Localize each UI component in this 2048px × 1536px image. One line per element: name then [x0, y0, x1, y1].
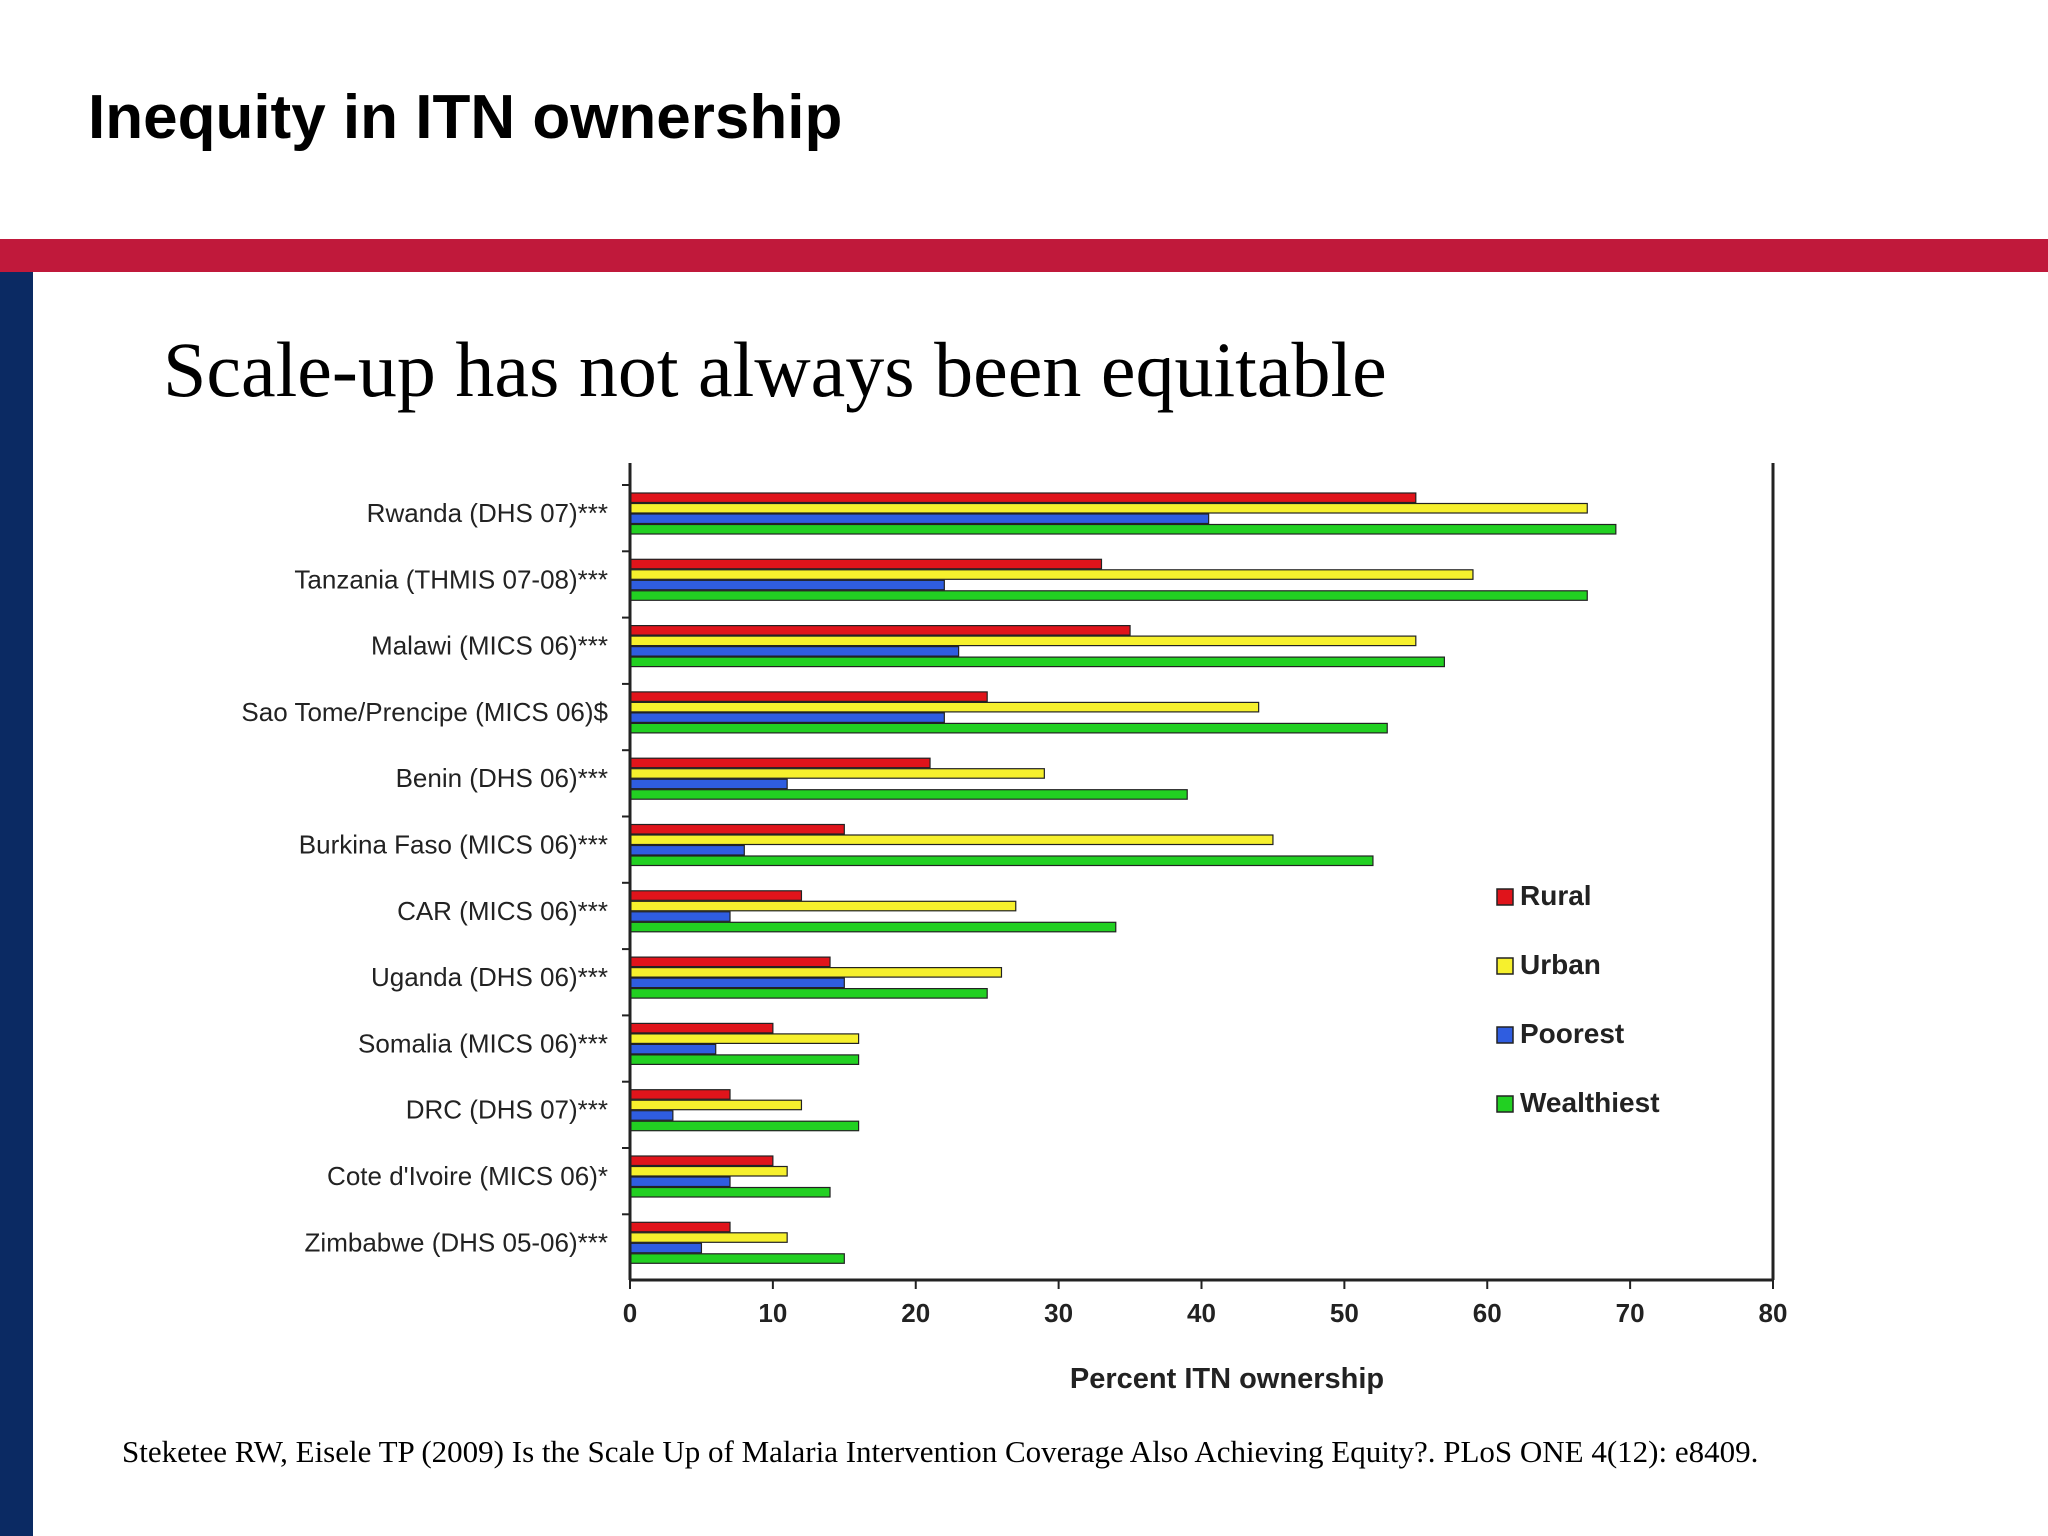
bar-wealthiest-6: [629, 921, 1117, 933]
x-tick-label: 50: [1330, 1298, 1359, 1328]
slide-title: Inequity in ITN ownership: [88, 83, 843, 152]
bar-poorest-6: [629, 911, 731, 922]
legend-swatch-wealthiest: [1496, 1095, 1514, 1113]
bar-urban-11: [629, 1232, 788, 1243]
bar-poorest-8: [629, 1043, 717, 1055]
bar-rural-4: [629, 757, 931, 769]
bar-poorest-5: [629, 844, 745, 856]
legend-label-wealthiest: Wealthiest: [1520, 1087, 1660, 1118]
bar-wealthiest-9: [629, 1120, 860, 1132]
category-label: Zimbabwe (DHS 05-06)***: [305, 1227, 608, 1257]
citation: Steketee RW, Eisele TP (2009) Is the Sca…: [122, 1434, 1759, 1469]
bar-rural-8: [629, 1022, 774, 1034]
category-label: Burkina Faso (MICS 06)***: [299, 830, 608, 860]
bar-urban-4: [629, 768, 1045, 779]
bar-poorest-10: [629, 1176, 731, 1188]
bar-urban-1: [629, 569, 1474, 580]
bar-poorest-0: [629, 513, 1210, 525]
slide-subtitle: Scale-up has not always been equitable: [163, 326, 1387, 413]
bar-wealthiest-2: [629, 656, 1445, 668]
bar-urban-5: [629, 834, 1274, 846]
x-tick-label: 70: [1616, 1298, 1645, 1328]
legend-label-poorest: Poorest: [1520, 1018, 1624, 1049]
bar-wealthiest-5: [629, 855, 1374, 867]
bar-rural-5: [629, 823, 845, 835]
category-label: Sao Tome/Prencipe (MICS 06)$: [241, 697, 608, 727]
bar-rural-3: [629, 691, 988, 703]
bar-wealthiest-0: [629, 523, 1617, 535]
bar-poorest-9: [629, 1110, 674, 1121]
red-header-band: [0, 239, 2048, 272]
x-tick-label: 80: [1759, 1298, 1788, 1328]
bar-urban-6: [629, 900, 1017, 912]
x-tick-label: 10: [758, 1298, 787, 1328]
category-label: Uganda (DHS 06)***: [371, 962, 608, 992]
bar-wealthiest-3: [629, 722, 1388, 734]
bar-rural-6: [629, 890, 803, 901]
legend-swatch-rural: [1496, 888, 1514, 906]
bar-poorest-11: [629, 1242, 703, 1254]
bar-wealthiest-4: [629, 789, 1188, 800]
bar-wealthiest-10: [629, 1186, 831, 1198]
bar-rural-2: [629, 624, 1131, 636]
x-axis-label: Percent ITN ownership: [1070, 1363, 1384, 1395]
bar-rural-10: [629, 1155, 774, 1167]
bar-poorest-1: [629, 579, 945, 591]
bar-rural-9: [629, 1089, 731, 1100]
category-label: Cote d'Ivoire (MICS 06)*: [327, 1161, 608, 1191]
bar-urban-2: [629, 635, 1417, 647]
x-tick-label: 60: [1473, 1298, 1502, 1328]
bar-poorest-3: [629, 712, 945, 724]
category-label: Benin (DHS 06)***: [396, 763, 608, 793]
legend-label-rural: Rural: [1520, 880, 1592, 911]
bar-wealthiest-8: [629, 1054, 860, 1066]
category-label: CAR (MICS 06)***: [397, 896, 608, 926]
bar-wealthiest-11: [629, 1253, 845, 1264]
category-label: Malawi (MICS 06)***: [371, 631, 608, 661]
x-tick-label: 30: [1044, 1298, 1073, 1328]
bar-urban-10: [629, 1165, 788, 1177]
bar-rural-1: [629, 558, 1103, 570]
bar-poorest-7: [629, 977, 845, 989]
legend-swatch-urban: [1496, 957, 1514, 975]
legend-label-urban: Urban: [1520, 949, 1601, 980]
bar-wealthiest-1: [629, 590, 1588, 601]
bar-poorest-4: [629, 778, 788, 790]
bar-urban-8: [629, 1033, 860, 1045]
category-label: Somalia (MICS 06)***: [358, 1028, 608, 1058]
bar-urban-7: [629, 966, 1003, 978]
category-label: Rwanda (DHS 07)***: [367, 498, 608, 528]
bar-urban-3: [629, 701, 1260, 713]
bar-poorest-2: [629, 645, 960, 657]
bar-rural-0: [629, 492, 1417, 504]
x-tick-label: 20: [901, 1298, 930, 1328]
category-label: DRC (DHS 07)***: [406, 1095, 608, 1125]
category-label: Tanzania (THMIS 07-08)***: [294, 564, 608, 594]
legend-swatch-poorest: [1496, 1026, 1514, 1044]
blue-side-bar: [0, 272, 33, 1536]
bar-rural-7: [629, 956, 831, 968]
x-tick-label: 0: [623, 1298, 637, 1328]
bar-wealthiest-7: [629, 987, 988, 999]
bar-urban-9: [629, 1099, 803, 1111]
x-tick-label: 40: [1187, 1298, 1216, 1328]
bar-urban-0: [629, 502, 1588, 514]
bar-rural-11: [629, 1221, 731, 1233]
